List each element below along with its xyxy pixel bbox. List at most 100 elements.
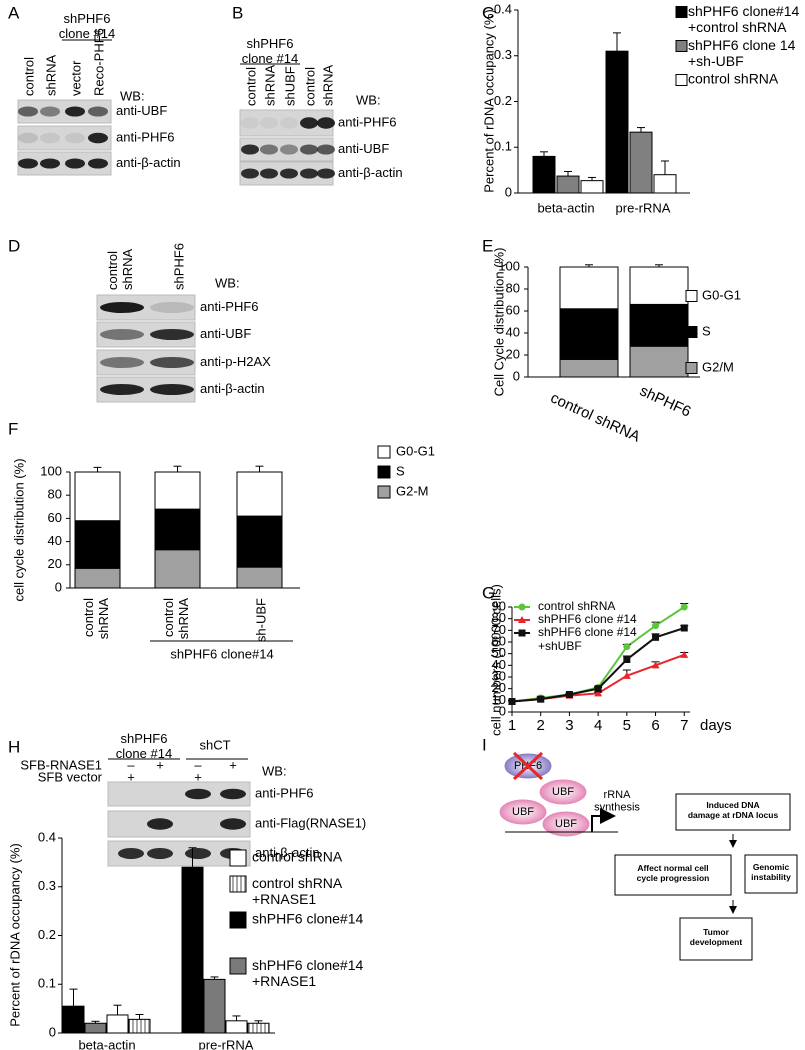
bar-segment — [236, 566, 283, 589]
bar-segment — [629, 266, 689, 305]
marker — [594, 685, 602, 693]
text-line: damage at rDNA locus — [688, 810, 779, 820]
text-line: +sh-UBF — [688, 53, 744, 69]
x-tick-label: 1 — [508, 717, 516, 734]
band — [88, 158, 108, 169]
legend-label: S — [702, 323, 711, 338]
bar — [203, 978, 226, 1034]
text-line: +shUBF — [538, 639, 582, 653]
y-tick-label: 10 — [492, 692, 506, 707]
text-line: rRNA — [604, 789, 632, 801]
y-tick-label: 60 — [492, 633, 506, 648]
y-axis-label: Percent of rDNA occupancy (%) — [481, 9, 496, 193]
wb-label: WB: — [262, 763, 287, 778]
x-tick-label: controlshRNA — [161, 598, 191, 640]
panel-label: B — [232, 3, 243, 22]
bar-segment — [629, 345, 689, 378]
group-header: shCT — [199, 737, 230, 752]
x-tick-label: pre-rRNA — [199, 1037, 254, 1050]
protein-label: UBF — [512, 806, 534, 818]
text-line: Tumor — [703, 927, 730, 937]
legend-label: control shRNA — [538, 599, 615, 613]
band — [241, 168, 259, 179]
band — [65, 132, 85, 144]
band — [260, 117, 278, 129]
y-tick-label: 70 — [492, 622, 506, 637]
text-line: control — [105, 251, 120, 290]
lane-label: vector — [68, 60, 83, 96]
band — [317, 168, 335, 179]
text-line: development — [690, 937, 743, 947]
band — [185, 788, 211, 800]
group-header: shPHF6 clone #14 — [242, 36, 298, 66]
legend-label: control shRNA — [252, 849, 343, 865]
box-label: Affect normal cell cycle progression — [637, 863, 710, 883]
band — [241, 117, 259, 129]
text-line: shPHF6 — [121, 731, 168, 746]
x-tick-label: 3 — [565, 717, 573, 734]
band — [280, 117, 298, 129]
lane-label: control — [243, 67, 258, 106]
antibody-label: anti-UBF — [116, 103, 167, 118]
band — [65, 158, 85, 169]
wb-label: WB: — [356, 92, 381, 107]
box-label: Tumor development — [690, 927, 743, 947]
band — [18, 158, 38, 169]
text-line: shPHF6 clone#14 — [252, 957, 364, 973]
bar — [532, 155, 556, 194]
treatment-sign: + — [229, 757, 237, 772]
y-tick-label: 0.3 — [494, 47, 512, 62]
text-line: +RNASE1 — [252, 891, 316, 907]
bar — [106, 1014, 129, 1034]
legend-swatch — [229, 957, 247, 975]
x-tick-label: 4 — [594, 717, 602, 734]
legend-swatch — [229, 849, 247, 867]
text-line: control shRNA — [252, 875, 343, 891]
legend-label: G0-G1 — [702, 287, 741, 302]
legend-label: G2/M — [702, 359, 734, 374]
text-line: clone #14 — [59, 26, 115, 41]
x-tick-label: beta-actin — [78, 1037, 135, 1050]
antibody-label: anti-p-H2AX — [200, 354, 271, 369]
y-tick-label: 20 — [48, 556, 62, 571]
group-header: shPHF6 clone #14 — [59, 11, 115, 41]
legend-label: shPHF6 clone 14 +sh-UBF — [688, 37, 796, 69]
bar — [62, 1005, 85, 1034]
marker — [651, 661, 660, 669]
x-axis-label: days — [700, 717, 732, 734]
bar — [580, 180, 604, 194]
marker — [680, 650, 689, 658]
marker — [508, 698, 516, 705]
legend-swatch — [229, 875, 247, 893]
band — [40, 158, 60, 169]
y-tick-label: 20 — [506, 346, 520, 361]
legend-label: control shRNA — [688, 71, 779, 87]
y-tick-label: 40 — [48, 533, 62, 548]
x-tick-label: beta-actin — [537, 200, 594, 215]
legend-swatch — [685, 290, 698, 302]
band — [147, 848, 173, 859]
legend-label: S — [396, 463, 405, 478]
process-label: rRNA synthesis — [594, 789, 640, 814]
marker — [623, 643, 631, 651]
marker — [623, 656, 631, 663]
antibody-label: anti-β-actin — [116, 155, 181, 170]
legend-swatch — [377, 465, 391, 479]
text-line: Induced DNA — [706, 800, 759, 810]
panel-label: H — [8, 737, 20, 756]
panel-label: C — [482, 3, 494, 22]
panel-label: G — [482, 583, 495, 602]
bar — [84, 1022, 107, 1034]
treatment-sign: + — [156, 757, 164, 772]
marker — [565, 691, 573, 698]
legend-label: control shRNA +RNASE1 — [252, 875, 343, 907]
y-tick-label: 60 — [506, 302, 520, 317]
y-tick-label: 90 — [492, 598, 506, 613]
y-axis-label: cell numbers (10000 cells) — [488, 584, 503, 736]
band — [185, 848, 211, 859]
y-axis-label: cell cycle distribution (%) — [11, 458, 26, 601]
panel-label: F — [8, 419, 18, 438]
bar — [629, 131, 653, 194]
